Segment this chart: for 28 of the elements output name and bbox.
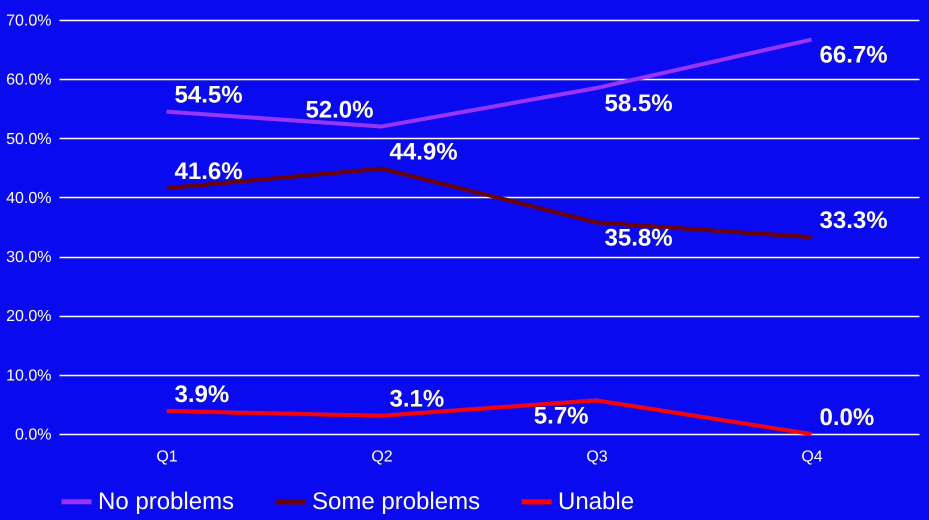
data-label: 44.9%: [390, 138, 458, 166]
data-label: 5.7%: [534, 402, 588, 430]
data-label: 3.9%: [174, 380, 230, 408]
y-tick-label: 20.0%: [6, 308, 52, 326]
data-label: 33.3%: [820, 207, 888, 234]
y-tick-label: 60.0%: [6, 72, 52, 89]
legend-label: No problems: [98, 488, 234, 515]
data-label: 41.6%: [174, 158, 243, 185]
x-tick-label: Q1: [156, 448, 178, 466]
legend-label: Unable: [558, 488, 634, 515]
line-series: [164, 38, 814, 128]
data-label: 58.5%: [604, 90, 673, 118]
data-label: 0.0%: [820, 404, 874, 431]
y-tick-label: 40.0%: [6, 190, 52, 207]
y-tick-label: 10.0%: [6, 367, 52, 384]
data-label: 3.1%: [390, 386, 444, 413]
y-tick-label: 30.0%: [6, 249, 52, 266]
y-tick-label: 70.0%: [6, 12, 52, 30]
y-tick-label: 0.0%: [15, 426, 52, 444]
x-tick-label: Q4: [801, 448, 823, 466]
data-label: 52.0%: [305, 96, 374, 124]
y-tick-label: 50.0%: [6, 130, 52, 148]
data-label: 54.5%: [174, 82, 243, 109]
legend-label: Some problems: [312, 488, 480, 515]
x-tick-label: Q3: [586, 448, 608, 466]
data-label: 66.7%: [820, 42, 888, 69]
x-tick-label: Q2: [371, 448, 393, 466]
data-label: 35.8%: [604, 224, 673, 252]
